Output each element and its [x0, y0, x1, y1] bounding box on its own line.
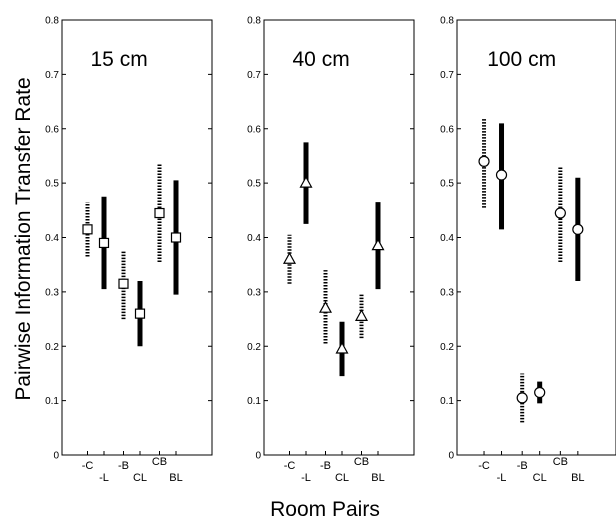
y-tick-label: 0.2: [45, 342, 59, 353]
plot-frame: [263, 19, 415, 456]
x-tick-label: -C: [284, 460, 296, 472]
x-axis-label: Room Pairs: [270, 498, 380, 521]
x-tick-label: CB: [354, 456, 369, 468]
data-point-marker: [478, 155, 490, 167]
panel-3: 0 0.1 0.2 0.3 0.4 0.5 0.6 0.7 0.8 100 cm -C -L -B CL C…: [440, 16, 616, 484]
y-axis-label: Pairwise Information Transfer Rate: [12, 77, 35, 400]
y-tick-label: 0: [448, 451, 454, 462]
x-tick-label: -L: [497, 472, 507, 484]
y-tick-label: 0.1: [440, 396, 454, 407]
data-point-marker: [354, 309, 369, 321]
y-tick-label: 0.4: [45, 233, 59, 244]
x-tick-label: CB: [553, 456, 568, 468]
y-tick-label: 0.1: [247, 396, 261, 407]
data-point-marker: [495, 169, 508, 181]
panels: 0 0.1 0.2 0.3 0.4 0.5 0.6 0.7 0.8 15 cm -C -L -B CL CB…: [45, 16, 616, 484]
y-tick-label: 0: [255, 451, 261, 462]
data-point-marker: [134, 308, 146, 319]
x-tick-label: -C: [82, 460, 94, 472]
y-tick-label: 0.6: [45, 124, 59, 135]
data-point-marker: [154, 207, 165, 219]
y-tick-label: 0.8: [45, 16, 59, 27]
y-tick-label: 0.1: [45, 396, 59, 407]
data-point-marker: [118, 278, 129, 289]
panel-title: 100 cm: [487, 48, 556, 71]
data-point-marker: [98, 237, 110, 249]
x-tick-label: BL: [371, 472, 384, 484]
data-point-marker: [82, 224, 93, 235]
data-point-marker: [572, 223, 584, 235]
y-tick-label: 0.8: [440, 16, 454, 27]
y-tick-label: 0.2: [440, 342, 454, 353]
x-tick-label: -L: [99, 472, 109, 484]
data-point-marker: [554, 207, 566, 219]
panel-2: 0 0.1 0.2 0.3 0.4 0.5 0.6 0.7 0.8 40 cm -C -L -B CL CB…: [247, 16, 415, 484]
x-tick-label: -C: [478, 460, 490, 472]
y-tick-label: 0.3: [440, 287, 454, 298]
data-point-marker: [534, 386, 546, 399]
x-tick-label: CB: [152, 456, 167, 468]
plot-frame: [61, 19, 213, 456]
x-tick-label: CL: [335, 472, 349, 484]
y-tick-label: 0.7: [440, 70, 454, 81]
panel-title: 15 cm: [91, 48, 148, 71]
y-tick-label: 0.2: [247, 342, 261, 353]
y-tick-label: 0.4: [440, 233, 454, 244]
x-tick-label: -B: [517, 460, 528, 472]
x-tick-label: BL: [571, 472, 584, 484]
y-tick-label: 0.3: [247, 287, 261, 298]
data-point-marker: [371, 238, 385, 251]
y-tick-label: 0.7: [45, 70, 59, 81]
y-tick-label: 0.6: [247, 124, 261, 135]
y-tick-label: 0.3: [45, 287, 59, 298]
data-point-marker: [516, 392, 528, 404]
y-tick-label: 0.5: [247, 179, 261, 190]
x-tick-label: -B: [118, 460, 129, 472]
x-tick-label: -B: [320, 460, 331, 472]
data-point-marker: [170, 232, 182, 243]
y-tick-label: 0.4: [247, 233, 261, 244]
y-tick-label: 0.5: [45, 179, 59, 190]
panel-1: 0 0.1 0.2 0.3 0.4 0.5 0.6 0.7 0.8 15 cm -C -L -B CL CB…: [45, 16, 213, 484]
y-tick-label: 0.5: [440, 179, 454, 190]
data-point-marker: [299, 175, 313, 188]
data-point-marker: [282, 252, 297, 264]
x-tick-label: CL: [133, 472, 147, 484]
data-point-marker: [335, 341, 349, 354]
y-tick-label: 0.8: [247, 16, 261, 27]
y-tick-label: 0.7: [247, 70, 261, 81]
data-point-marker: [318, 300, 333, 313]
y-tick-label: 0.6: [440, 124, 454, 135]
x-tick-label: CL: [533, 472, 547, 484]
x-tick-label: BL: [169, 472, 182, 484]
panel-title: 40 cm: [293, 48, 350, 71]
x-tick-label: -L: [301, 472, 311, 484]
y-tick-label: 0: [53, 451, 59, 462]
